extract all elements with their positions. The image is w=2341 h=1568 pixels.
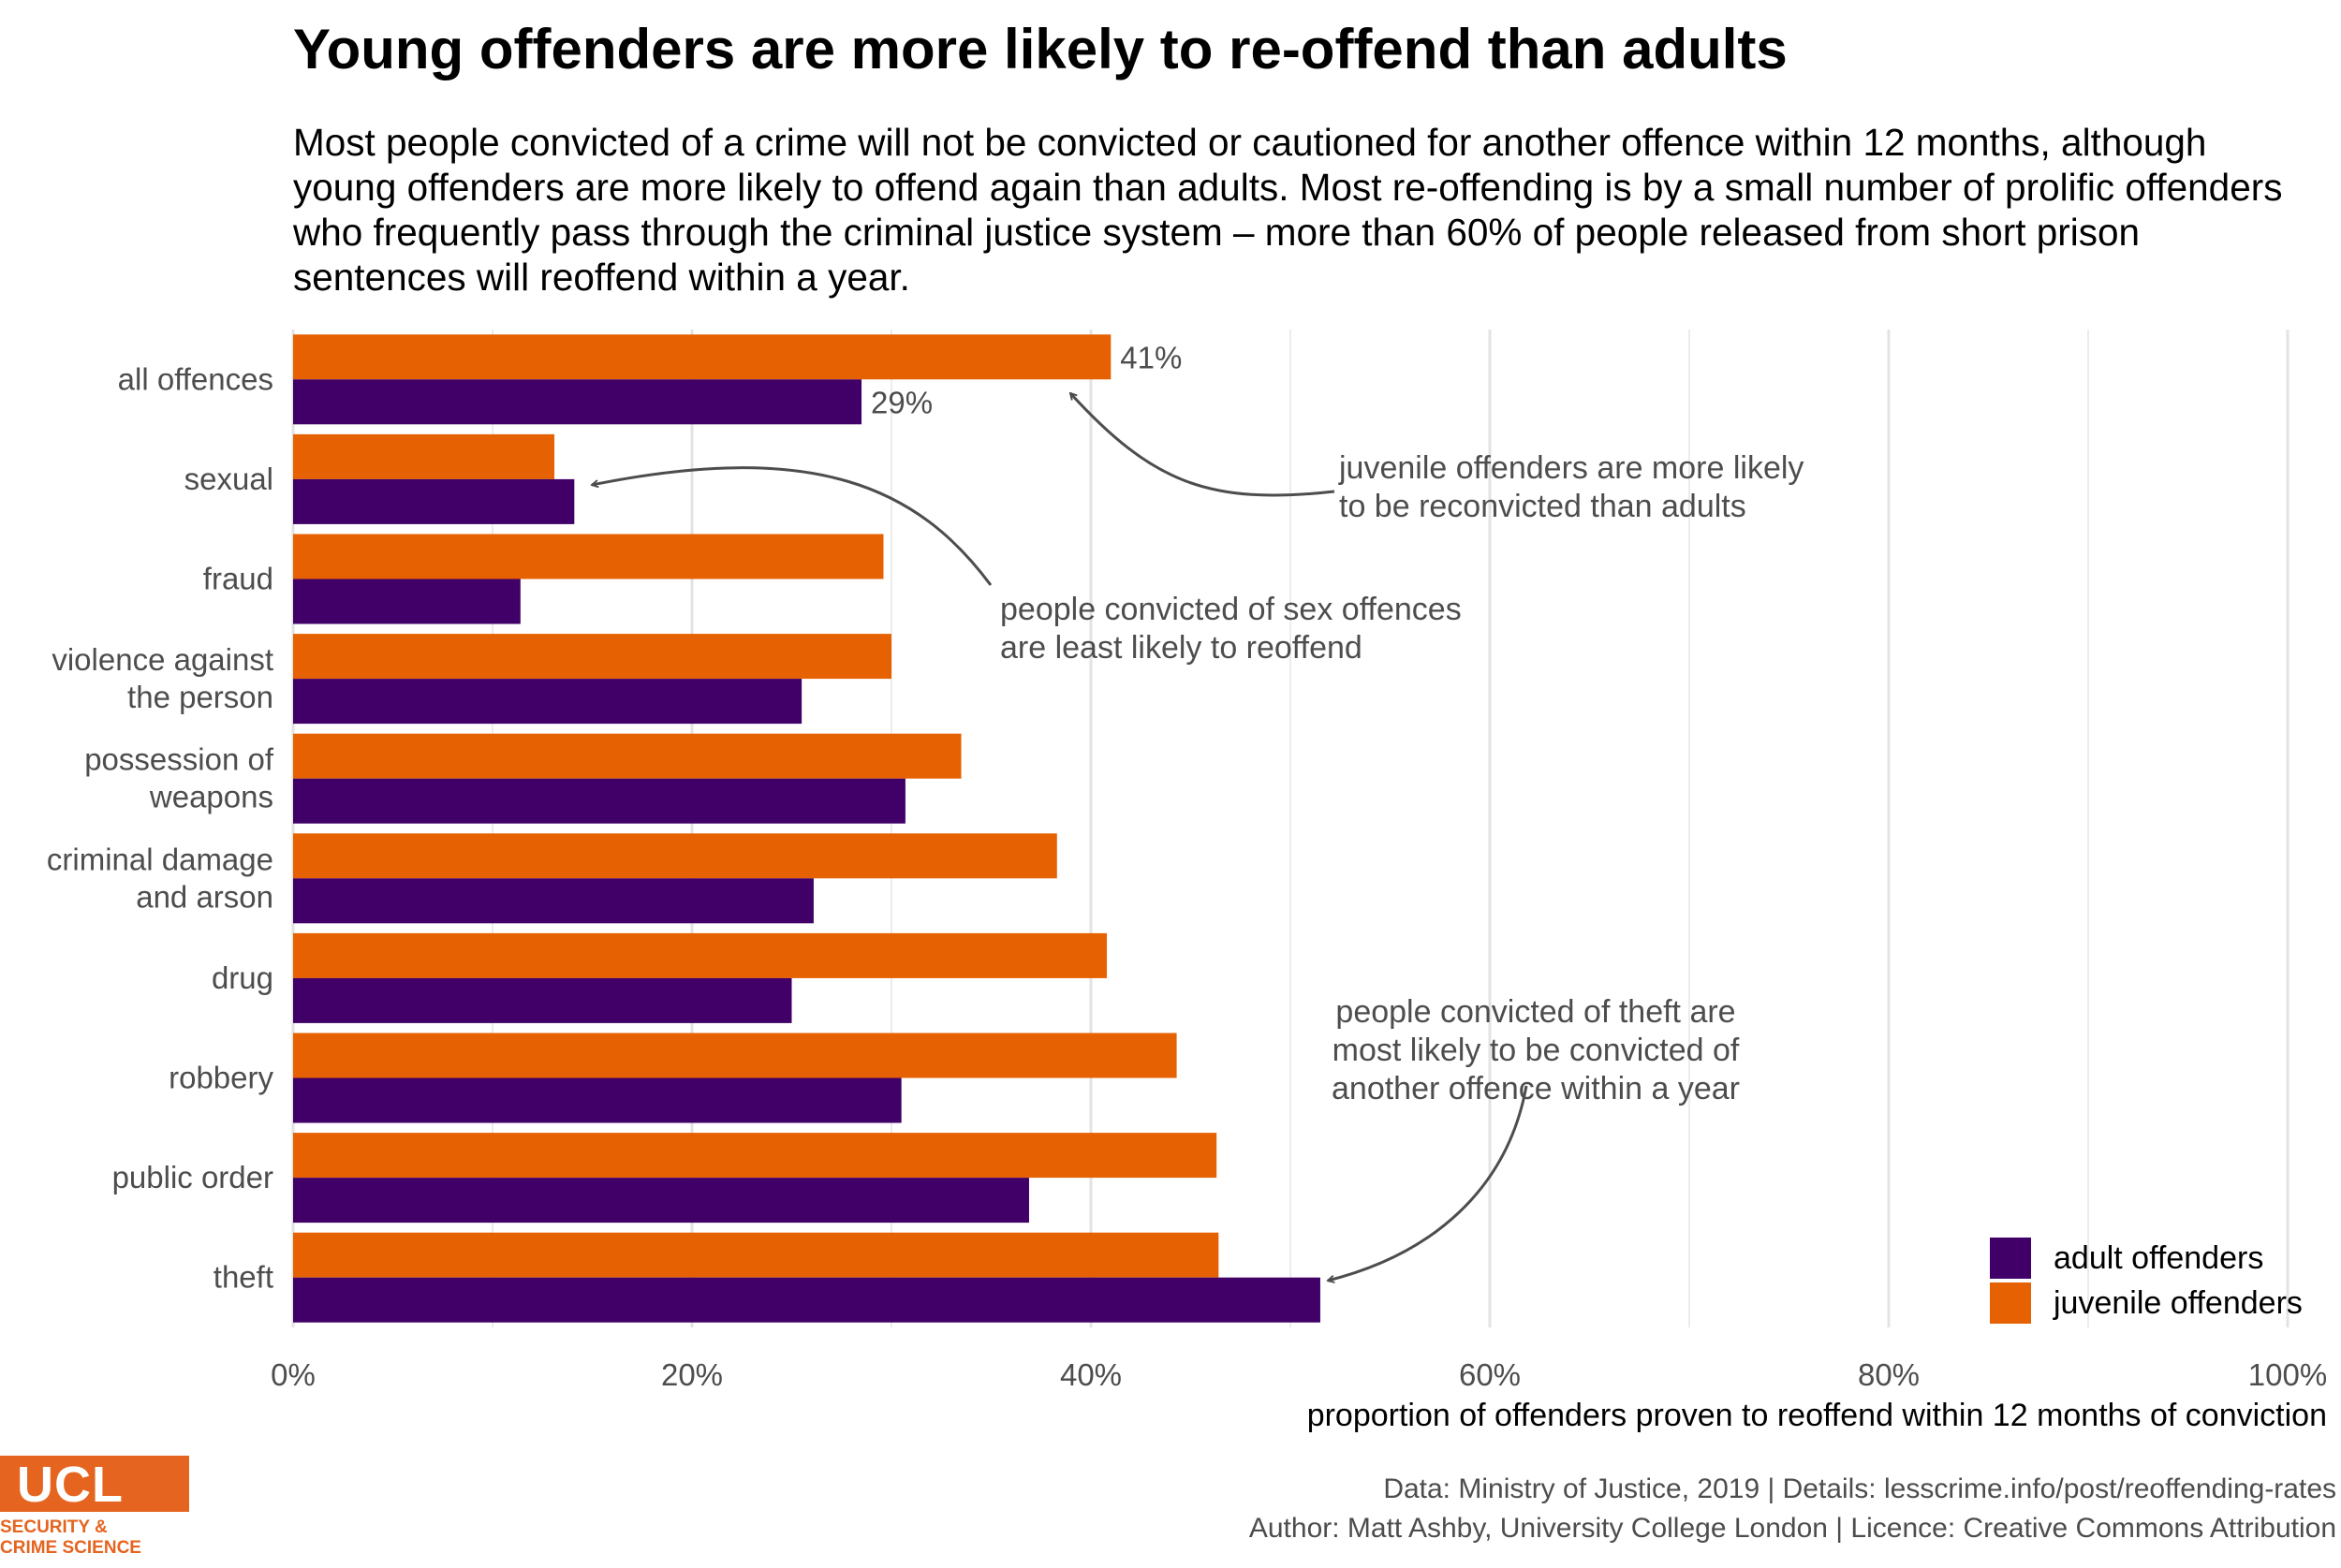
category-label: theft [213,1260,273,1295]
bar-juvenile [293,1033,1177,1078]
legend-label: adult offenders [2054,1240,2263,1276]
bar-adult [293,478,575,524]
legend-swatch [1990,1282,2031,1324]
bar-adult [293,1178,1029,1224]
bar-adult [293,1077,902,1123]
x-tick-label: 60% [1459,1357,1521,1392]
ucl-logo-box: UCL [0,1456,189,1513]
category-label: the person [127,680,273,714]
x-tick-label: 100% [2248,1357,2327,1392]
annotation-arrow-theft [1328,1085,1528,1281]
annotation-text: to be reconvicted than adults [1339,489,1746,524]
category-label: all offences [118,361,273,396]
caption-data-source: Data: Ministry of Justice, 2019 | Detail… [1383,1473,2336,1504]
category-label: criminal damage [47,842,273,876]
ucl-logo-text: UCL [17,1457,124,1513]
category-label: weapons [149,780,273,814]
bar-adult [293,878,814,924]
bar-juvenile [293,833,1057,879]
bar-juvenile [293,334,1112,380]
ucl-logo-subtitle: SECURITY & CRIME SCIENCE [0,1517,141,1558]
category-label: sexual [184,462,273,496]
caption: Data: Ministry of Justice, 2019 | Detail… [1249,1470,2336,1548]
bar-juvenile [293,1232,1219,1278]
category-label: violence against [52,642,273,677]
category-label: robbery [169,1061,273,1095]
bar-juvenile [293,433,555,479]
bar-juvenile [293,634,891,680]
annotation-text: most likely to be convicted of [1332,1033,1740,1068]
bar-juvenile [293,534,884,579]
bar-juvenile [293,733,962,779]
bar-adult [293,1277,1320,1323]
legend-label: juvenile offenders [2053,1285,2303,1321]
x-tick-label: 20% [661,1357,723,1392]
category-label: public order [112,1160,273,1194]
bar-adult [293,379,862,425]
annotation-text: people convicted of sex offences [1000,592,1462,627]
x-tick-label: 40% [1060,1357,1122,1392]
chart-subtitle: Most people convicted of a crime will no… [293,121,2283,299]
category-label: fraud [203,562,273,596]
bar-adult [293,977,792,1023]
annotation-text: juvenile offenders are more likely [1338,450,1804,486]
annotation-arrow-juvenile [1070,393,1335,497]
x-axis-label: proportion of offenders proven to reoffe… [1307,1398,2327,1433]
x-tick-label: 0% [271,1357,316,1392]
annotation-text: another offence within a year [1332,1071,1740,1106]
x-tick-label: 80% [1858,1357,1920,1392]
category-label: drug [212,960,273,995]
chart-title: Young offenders are more likely to re-of… [293,18,1788,81]
legend-swatch [1990,1238,2031,1279]
annotation-text: are least likely to reoffend [1000,630,1362,666]
annotation-text: people convicted of theft are [1335,994,1735,1030]
category-label: and arson [136,879,273,914]
ucl-logo: UCL SECURITY & CRIME SCIENCE [0,1456,192,1568]
data-label: 29% [871,385,933,419]
data-label: 41% [1120,340,1182,374]
bar-adult [293,579,521,624]
bar-adult [293,679,802,725]
bar-adult [293,778,905,824]
annotation-arrow-sexual [592,466,993,586]
caption-author: Author: Matt Ashby, University College L… [1248,1513,2336,1544]
category-label: possession of [84,742,274,777]
bar-juvenile [293,932,1108,978]
bar-juvenile [293,1133,1217,1179]
